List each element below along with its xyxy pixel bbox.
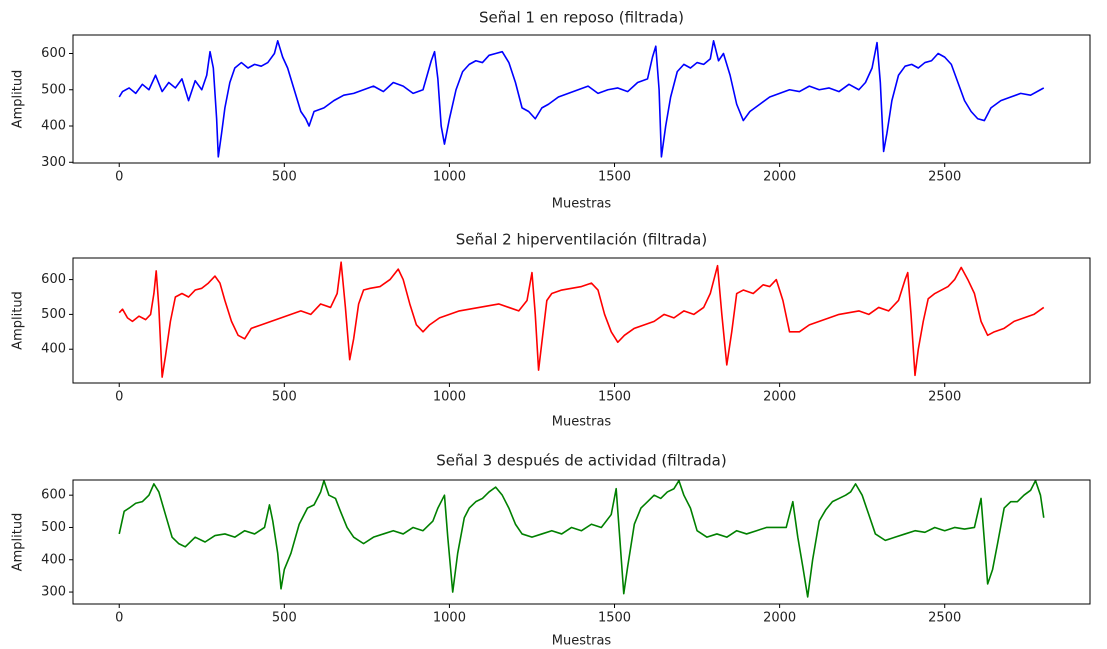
x-tick-label: 500 xyxy=(272,611,297,626)
y-tick-label: 400 xyxy=(41,552,66,567)
x-tick-label: 2500 xyxy=(928,390,961,405)
y-axis-label: Amplitud xyxy=(11,513,26,572)
x-tick-label: 1500 xyxy=(598,170,631,185)
y-axis-label: Amplitud xyxy=(11,70,26,129)
x-tick-label: 1000 xyxy=(433,611,466,626)
y-tick-label: 500 xyxy=(41,307,66,322)
y-tick-label: 400 xyxy=(41,342,66,357)
y-tick-label: 600 xyxy=(41,272,66,287)
x-tick-label: 2000 xyxy=(763,170,796,185)
x-tick-label: 1000 xyxy=(433,390,466,405)
x-tick-label: 2500 xyxy=(928,611,961,626)
chart-title: Señal 1 en reposo (filtrada) xyxy=(479,9,684,27)
x-axis-label: Muestras xyxy=(552,415,612,430)
y-tick-label: 500 xyxy=(41,520,66,535)
x-tick-label: 1500 xyxy=(598,390,631,405)
signal-line xyxy=(118,40,1045,158)
x-tick-label: 2000 xyxy=(763,390,796,405)
x-axis-label: Muestras xyxy=(552,634,612,649)
x-axis-label: Muestras xyxy=(552,197,612,212)
x-tick-label: 0 xyxy=(115,170,123,185)
axes-frame xyxy=(72,479,1091,605)
y-tick-label: 400 xyxy=(41,119,66,134)
signal-line xyxy=(118,479,1045,598)
x-tick-label: 2500 xyxy=(928,170,961,185)
x-tick-label: 500 xyxy=(272,390,297,405)
y-tick-label: 500 xyxy=(41,82,66,97)
x-tick-label: 2000 xyxy=(763,611,796,626)
chart-title: Señal 3 después de actividad (filtrada) xyxy=(436,452,726,470)
x-tick-label: 0 xyxy=(115,390,123,405)
x-tick-label: 1000 xyxy=(433,170,466,185)
y-tick-label: 600 xyxy=(41,488,66,503)
axes-frame xyxy=(72,34,1091,164)
signal-line xyxy=(118,261,1045,378)
y-tick-label: 300 xyxy=(41,155,66,170)
x-tick-label: 0 xyxy=(115,611,123,626)
y-tick-label: 300 xyxy=(41,585,66,600)
chart-title: Señal 2 hiperventilación (filtrada) xyxy=(456,231,707,249)
y-axis-label: Amplitud xyxy=(11,291,26,350)
x-tick-label: 500 xyxy=(272,170,297,185)
axes-frame xyxy=(72,257,1091,384)
x-tick-label: 1500 xyxy=(598,611,631,626)
y-tick-label: 600 xyxy=(41,46,66,61)
